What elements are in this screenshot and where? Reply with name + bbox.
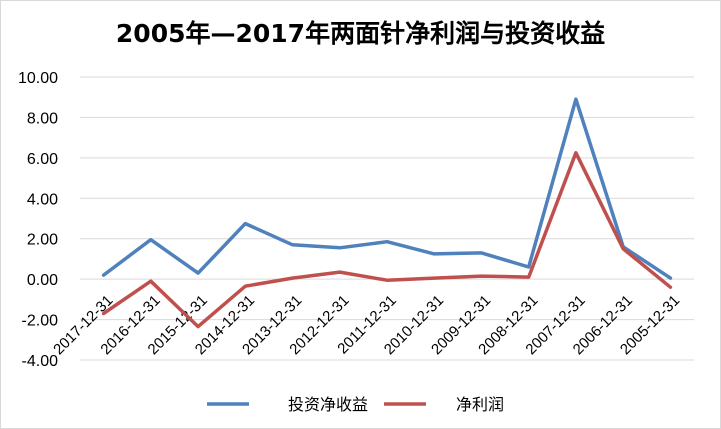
legend-label: 净利润 (456, 395, 504, 414)
y-tick-label: 6.00 (27, 151, 58, 168)
y-tick-label: 0.00 (27, 272, 58, 289)
y-tick-label: -4.00 (22, 353, 59, 370)
y-tick-label: 10.00 (18, 70, 58, 87)
y-tick-label: 8.00 (27, 110, 58, 127)
series-line-investment-income (101, 97, 673, 280)
legend-label: 投资净收益 (288, 395, 368, 414)
y-tick-label: -2.00 (22, 313, 59, 330)
chart-title: 2005年—2017年两面针净利润与投资收益 (115, 19, 606, 48)
y-tick-label: 2.00 (27, 232, 58, 249)
y-tick-label: 4.00 (27, 191, 58, 208)
